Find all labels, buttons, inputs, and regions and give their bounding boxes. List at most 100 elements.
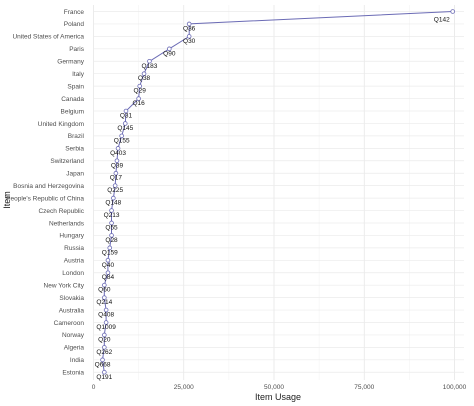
- y-tick-label: Norway: [62, 332, 85, 339]
- y-tick-label: Canada: [61, 96, 84, 103]
- point-label: Q90: [163, 50, 176, 57]
- data-point: [102, 369, 107, 375]
- point-label: Q16: [132, 100, 145, 107]
- grid: [93, 5, 464, 380]
- point-label: Q191: [96, 374, 112, 381]
- y-tick-label: London: [62, 270, 84, 277]
- point-label: Q28: [105, 237, 118, 244]
- data-point: [100, 357, 105, 363]
- point-label: Q262: [96, 349, 112, 356]
- data-point: [186, 21, 192, 27]
- point-label: Q40: [102, 262, 115, 269]
- y-tick-label: Australia: [59, 307, 85, 314]
- data-point: [107, 245, 113, 251]
- data-point: [109, 220, 114, 226]
- point-label: Q668: [95, 361, 111, 368]
- data-point: [147, 58, 152, 64]
- y-tick-label: Paris: [69, 46, 85, 53]
- data-point: [167, 46, 172, 52]
- point-label: Q30: [183, 38, 196, 45]
- data-point: [105, 270, 111, 276]
- y-tick-label: Italy: [72, 71, 85, 78]
- data-point: [111, 195, 116, 201]
- x-tick-label: 100,000: [443, 384, 467, 391]
- data-point: [186, 34, 192, 39]
- point-label: Q155: [114, 137, 130, 144]
- data-point: [109, 233, 114, 238]
- point-label: Q60: [98, 287, 111, 294]
- point-label: Q38: [138, 75, 151, 82]
- data-point: [114, 158, 120, 164]
- y-tick-label: People's Republic of China: [6, 195, 84, 202]
- y-tick-label: Cameroon: [54, 320, 85, 327]
- point-label: Q408: [98, 312, 114, 319]
- y-tick-label: Japan: [66, 171, 84, 178]
- y-tick-label: New York City: [44, 282, 85, 289]
- y-tick-labels: France Poland United States of America Pari…: [6, 9, 85, 377]
- point-label: Q148: [105, 200, 121, 207]
- point-label: Q403: [110, 150, 126, 157]
- y-tick-label: Poland: [64, 21, 85, 28]
- data-point: [103, 307, 109, 313]
- point-label: Q84: [102, 274, 115, 281]
- data-point: [123, 108, 129, 114]
- x-tick-label: 75,000: [354, 384, 374, 391]
- data-point: [113, 170, 119, 176]
- data-point: [136, 96, 141, 101]
- point-label: Q20: [98, 336, 111, 343]
- point-label: Q183: [142, 63, 158, 70]
- y-tick-label: Czech Republic: [38, 208, 84, 215]
- y-tick-label: Hungary: [59, 233, 84, 240]
- data-point: [119, 133, 124, 139]
- x-tick-label: 0: [92, 384, 96, 391]
- data-point: [141, 71, 147, 76]
- y-tick-label: Algeria: [64, 345, 85, 352]
- point-label: Q145: [117, 125, 133, 132]
- y-tick-label: Spain: [67, 83, 84, 90]
- y-tick-label: Switzerland: [50, 158, 84, 165]
- point-labels: Q142 Q36 Q30 Q90 Q183 Q38 Q29 Q16 Q31 Q145 Q155 Q40…: [95, 17, 451, 381]
- y-tick-label: Netherlands: [49, 220, 85, 227]
- point-label: Q225: [107, 187, 123, 194]
- y-tick-label: Serbia: [65, 146, 84, 153]
- y-tick-label: Belgium: [61, 108, 84, 115]
- y-tick-label: India: [70, 357, 84, 364]
- point-label: Q214: [96, 299, 112, 306]
- y-axis-title: Item: [2, 191, 12, 209]
- data-points: [100, 9, 455, 375]
- data-point: [450, 9, 455, 14]
- y-tick-label: Russia: [64, 245, 84, 252]
- data-point: [137, 83, 143, 89]
- point-label: Q29: [134, 88, 147, 95]
- point-label: Q31: [120, 113, 133, 120]
- y-tick-label: Bosnia and Herzegovina: [13, 183, 84, 190]
- y-tick-label: United States of America: [12, 34, 84, 41]
- point-label: Q55: [105, 224, 118, 231]
- data-point: [115, 146, 121, 151]
- data-point: [112, 183, 118, 188]
- point-label: Q1009: [96, 324, 116, 331]
- y-tick-label: Estonia: [62, 370, 84, 377]
- data-point: [102, 345, 107, 350]
- y-tick-label: Austria: [64, 258, 85, 265]
- x-tick-label: 50,000: [264, 384, 284, 391]
- point-label: Q36: [183, 25, 196, 32]
- data-point: [102, 282, 107, 288]
- data-point: [105, 257, 111, 263]
- point-label: Q159: [102, 249, 118, 256]
- x-axis-title: Item Usage: [255, 392, 301, 402]
- y-tick-label: Germany: [57, 59, 84, 66]
- x-tick-label: 25,000: [174, 384, 194, 391]
- x-tick-labels: 0 25,000 50,000 75,000 100,000: [92, 384, 467, 391]
- y-tick-label: Slovakia: [59, 295, 84, 302]
- data-point: [103, 320, 109, 325]
- y-tick-label: Brazil: [68, 133, 85, 140]
- data-point: [102, 332, 107, 338]
- point-label: Q142: [434, 17, 450, 24]
- point-label: Q17: [110, 175, 123, 182]
- point-label: Q213: [104, 212, 120, 219]
- point-label: Q39: [111, 162, 124, 169]
- y-tick-label: United Kingdom: [38, 121, 84, 128]
